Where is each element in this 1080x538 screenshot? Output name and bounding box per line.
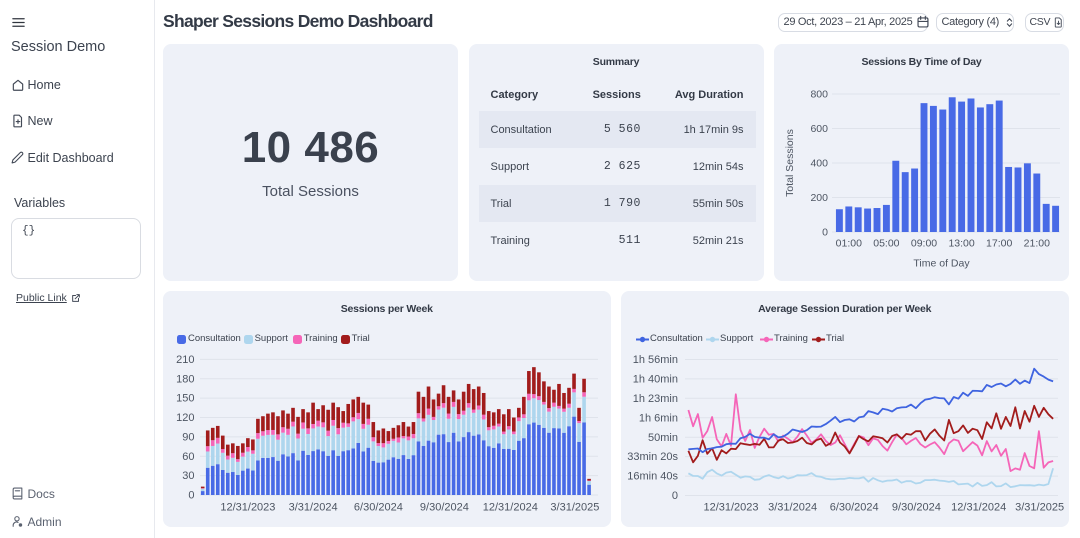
svg-text:12/31/2024: 12/31/2024 bbox=[951, 502, 1006, 514]
svg-text:150: 150 bbox=[176, 393, 194, 405]
svg-text:12/31/2024: 12/31/2024 bbox=[483, 502, 538, 514]
svg-text:3/31/2025: 3/31/2025 bbox=[1015, 502, 1064, 514]
svg-text:05:00: 05:00 bbox=[873, 238, 899, 250]
svg-text:09:00: 09:00 bbox=[911, 238, 937, 250]
svg-text:3/31/2025: 3/31/2025 bbox=[550, 502, 599, 514]
svg-text:13:00: 13:00 bbox=[948, 238, 974, 250]
svg-text:400: 400 bbox=[810, 158, 828, 170]
svg-text:Time of Day: Time of Day bbox=[913, 258, 970, 270]
svg-text:800: 800 bbox=[810, 89, 828, 101]
svg-text:0: 0 bbox=[188, 490, 194, 502]
svg-text:120: 120 bbox=[176, 412, 194, 424]
svg-text:50min: 50min bbox=[648, 432, 678, 444]
svg-text:180: 180 bbox=[176, 373, 194, 385]
svg-text:9/30/2024: 9/30/2024 bbox=[892, 502, 941, 514]
svg-text:12/31/2023: 12/31/2023 bbox=[703, 502, 758, 514]
svg-text:30: 30 bbox=[182, 470, 194, 482]
svg-text:17:00: 17:00 bbox=[986, 238, 1012, 250]
svg-text:1h 40min: 1h 40min bbox=[633, 374, 678, 386]
svg-text:16min 40s: 16min 40s bbox=[627, 471, 678, 483]
svg-text:9/30/2024: 9/30/2024 bbox=[420, 502, 469, 514]
svg-text:0: 0 bbox=[672, 490, 678, 502]
svg-text:1h 6min: 1h 6min bbox=[639, 412, 678, 424]
svg-text:210: 210 bbox=[176, 354, 194, 366]
svg-text:60: 60 bbox=[182, 451, 194, 463]
svg-text:6/30/2024: 6/30/2024 bbox=[354, 502, 403, 514]
svg-text:1h 23min: 1h 23min bbox=[633, 393, 678, 405]
svg-text:90: 90 bbox=[182, 432, 194, 444]
svg-text:200: 200 bbox=[810, 192, 828, 204]
svg-text:6/30/2024: 6/30/2024 bbox=[830, 502, 879, 514]
svg-text:3/31/2024: 3/31/2024 bbox=[768, 502, 817, 514]
svg-text:0: 0 bbox=[822, 227, 828, 239]
svg-text:1h 56min: 1h 56min bbox=[633, 354, 678, 366]
svg-text:01:00: 01:00 bbox=[836, 238, 862, 250]
svg-text:33min 20s: 33min 20s bbox=[627, 451, 678, 463]
svg-text:3/31/2024: 3/31/2024 bbox=[289, 502, 338, 514]
svg-text:Total Sessions: Total Sessions bbox=[784, 129, 796, 197]
svg-text:12/31/2023: 12/31/2023 bbox=[220, 502, 275, 514]
svg-text:21:00: 21:00 bbox=[1024, 238, 1050, 250]
svg-text:600: 600 bbox=[810, 123, 828, 135]
